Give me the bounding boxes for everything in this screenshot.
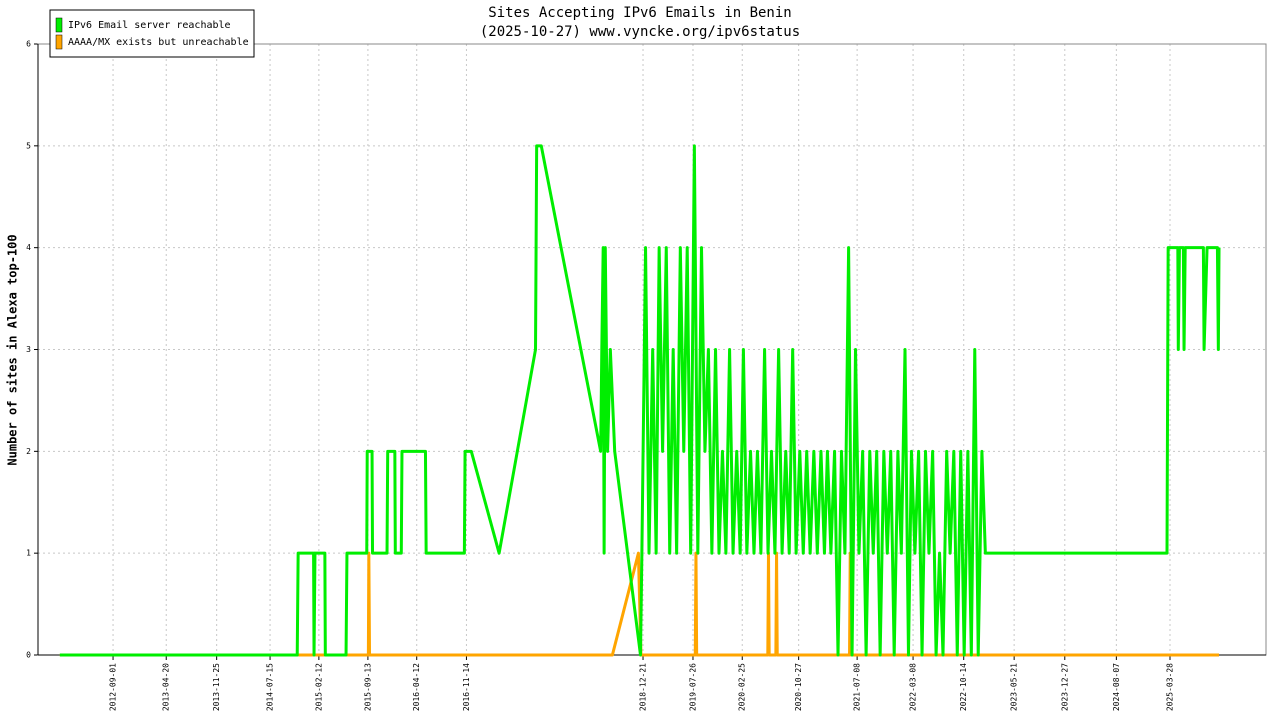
- y-tick-label: 6: [26, 40, 31, 49]
- chart-title: Sites Accepting IPv6 Emails in Benin: [488, 5, 791, 21]
- y-axis-label: Number of sites in Alexa top-100: [6, 234, 20, 465]
- x-tick-label: 2015-02-12: [314, 663, 323, 711]
- x-tick-label: 2014-07-15: [266, 663, 275, 711]
- legend-swatch: [55, 34, 63, 50]
- x-tick-label: 2016-11-14: [462, 663, 471, 711]
- x-tick-label: 2018-12-21: [639, 663, 648, 711]
- y-tick-label: 2: [26, 447, 31, 456]
- y-tick-label: 4: [26, 243, 31, 252]
- legend-label: IPv6 Email server reachable: [68, 20, 231, 31]
- y-tick-label: 1: [26, 549, 31, 558]
- y-tick-label: 0: [26, 651, 31, 660]
- legend-box: [49, 9, 255, 58]
- chart-subtitle: (2025-10-27) www.vyncke.org/ipv6status: [480, 24, 800, 40]
- legend-label: AAAA/MX exists but unreachable: [68, 37, 249, 48]
- x-tick-label: 2015-09-13: [363, 663, 372, 711]
- x-tick-label: 2022-03-08: [909, 663, 918, 711]
- legend-swatch: [55, 17, 63, 33]
- x-tick-label: 2012-09-01: [109, 663, 118, 711]
- y-tick-label: 5: [26, 141, 31, 150]
- legend: IPv6 Email server reachable AAAA/MX exist…: [49, 9, 255, 58]
- x-tick-label: 2023-05-21: [1010, 663, 1019, 711]
- y-tick-label: 3: [26, 345, 31, 354]
- x-tick-label: 2021-07-08: [853, 663, 862, 711]
- x-tick-label: 2016-04-12: [412, 663, 421, 711]
- x-tick-label: 2013-11-25: [212, 663, 221, 711]
- x-tick-label: 2022-10-14: [959, 663, 968, 711]
- x-tick-label: 2020-10-27: [794, 663, 803, 711]
- x-tick-label: 2019-07-26: [688, 663, 697, 711]
- x-tick-label: 2025-03-28: [1165, 663, 1174, 711]
- x-tick-label: 2013-04-20: [162, 663, 171, 711]
- x-tick-label: 2020-02-25: [738, 663, 747, 711]
- x-tick-label: 2023-12-27: [1060, 663, 1069, 711]
- series-line: [59, 144, 1221, 657]
- x-tick-label: 2024-08-07: [1112, 663, 1121, 711]
